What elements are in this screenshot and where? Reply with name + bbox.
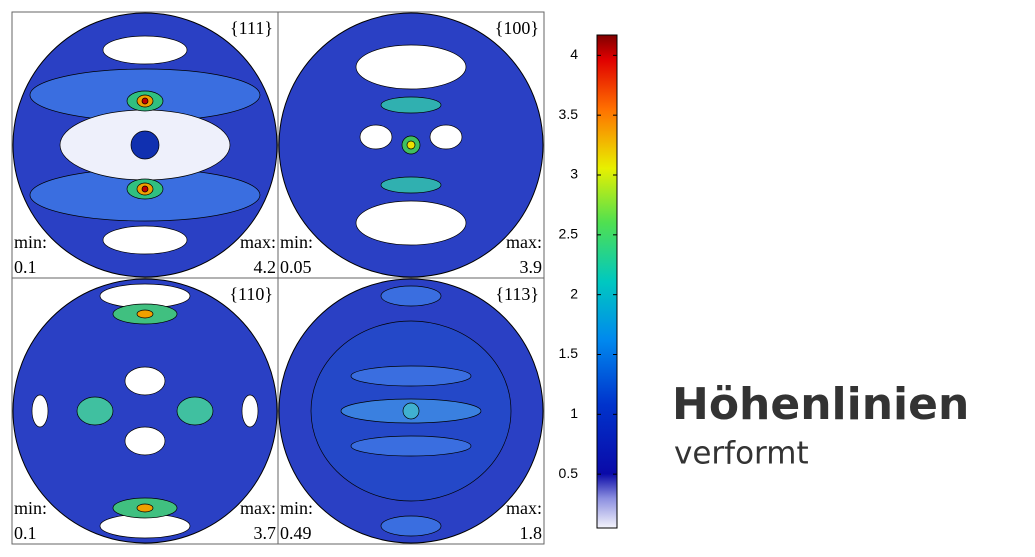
tick-label: 2 <box>570 285 578 301</box>
max-label: max: <box>240 498 276 518</box>
contour <box>136 503 154 513</box>
contour <box>429 124 463 150</box>
caption-subtitle: verformt <box>674 436 809 472</box>
contour <box>130 130 160 160</box>
contour <box>355 44 467 90</box>
min-label: min: <box>14 498 47 518</box>
max-label: max: <box>240 232 276 252</box>
panel-label: {111} <box>230 18 273 38</box>
tick-label: 2.5 <box>559 226 579 242</box>
tick-label: 1.5 <box>559 345 579 361</box>
contour <box>76 396 114 426</box>
contour <box>380 515 442 537</box>
max-value: 3.9 <box>520 257 543 277</box>
min-value: 0.1 <box>14 523 37 543</box>
max-label: max: <box>506 232 542 252</box>
max-value: 4.2 <box>254 257 277 277</box>
contour <box>136 309 154 319</box>
pole-figures: {111}min:0.1max:4.2{100}min:0.05max:3.9{… <box>11 11 545 545</box>
max-value: 1.8 <box>520 523 543 543</box>
contour <box>350 365 472 387</box>
contour <box>31 394 49 428</box>
contour <box>355 200 467 246</box>
colorbar <box>596 34 618 529</box>
contour <box>359 124 393 150</box>
contour <box>124 426 166 456</box>
contour <box>380 176 442 194</box>
contour <box>402 402 420 420</box>
pole-figure-disk <box>12 278 278 544</box>
colorbar-ticks: 0.5 1 1.5 2 2.5 3 3.5 4 <box>559 46 617 481</box>
panel-frame <box>277 277 545 545</box>
contour <box>124 366 166 396</box>
max-label: max: <box>506 498 542 518</box>
min-label: min: <box>280 232 313 252</box>
contour <box>102 225 188 255</box>
contour <box>241 394 259 428</box>
tick-label: 0.5 <box>559 465 579 481</box>
caption-title: Höhenlinien <box>672 379 969 430</box>
tick-label: 3.5 <box>559 106 579 122</box>
tick-label: 1 <box>570 405 578 421</box>
contour <box>380 96 442 114</box>
min-value: 0.49 <box>280 523 312 543</box>
contour <box>350 435 472 457</box>
panel-label: {100} <box>495 18 539 38</box>
contour <box>380 285 442 307</box>
min-label: min: <box>14 232 47 252</box>
contour <box>102 35 188 65</box>
contour <box>141 185 149 193</box>
max-value: 3.7 <box>254 523 277 543</box>
panel-label: {113} <box>495 284 539 304</box>
min-value: 0.1 <box>14 257 37 277</box>
tick-label: 3 <box>570 166 578 182</box>
tick-label: 4 <box>570 46 578 62</box>
contour <box>176 396 214 426</box>
min-value: 0.05 <box>280 257 312 277</box>
contour <box>141 97 149 105</box>
contour <box>406 140 416 150</box>
panel-label: {110} <box>229 284 273 304</box>
min-label: min: <box>280 498 313 518</box>
